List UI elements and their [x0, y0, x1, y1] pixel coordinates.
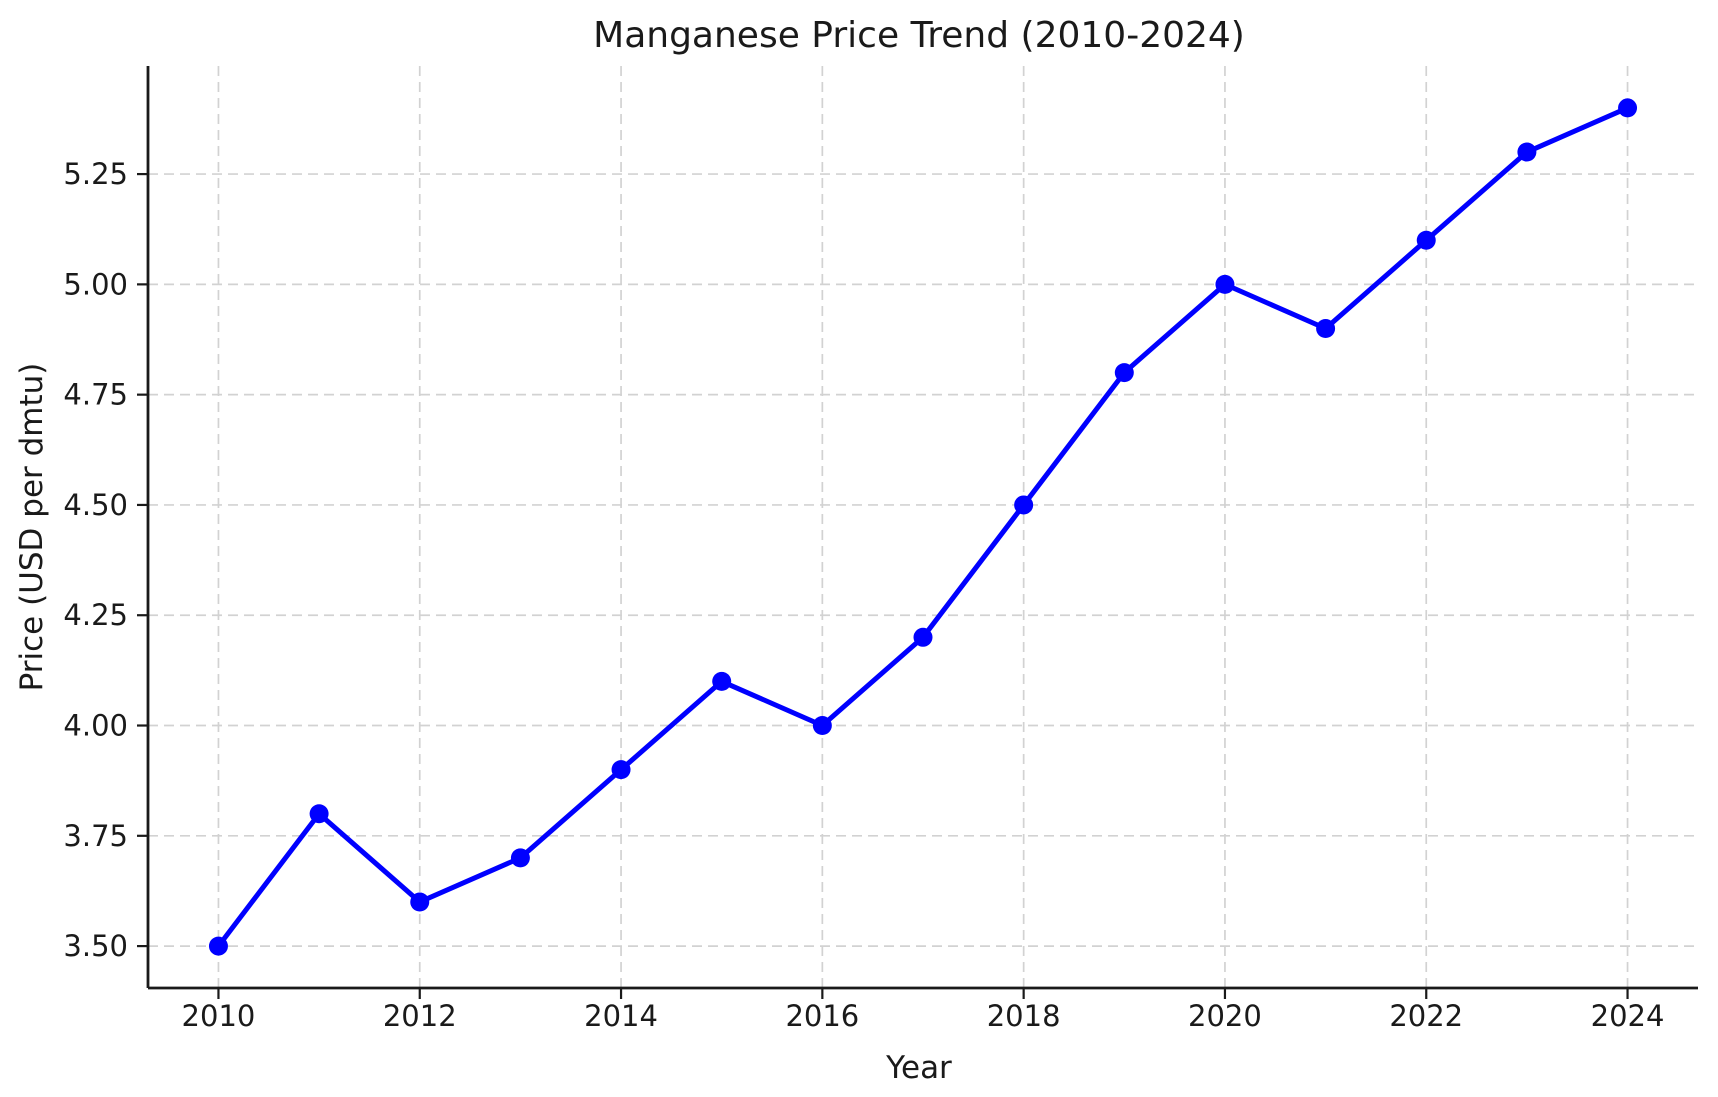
y-tick-label: 4.00	[63, 709, 128, 743]
grid-layer	[148, 66, 1698, 988]
y-tick-label: 3.50	[63, 929, 128, 963]
x-tick-label: 2018	[987, 999, 1061, 1033]
y-tick-label: 4.75	[63, 378, 128, 412]
x-tick-label: 2010	[182, 999, 256, 1033]
data-point-marker	[1316, 318, 1336, 338]
axis-layer: 2010 2012 2014 2016 2018 2020 2022 2024 3.50 3.75…	[63, 66, 1698, 1033]
x-tick-label: 2022	[1389, 999, 1463, 1033]
x-tick-label: 2016	[785, 999, 859, 1033]
y-tick-label: 3.75	[63, 819, 128, 853]
y-tick-label: 4.25	[63, 598, 128, 632]
data-point-marker	[812, 716, 832, 736]
data-point-marker	[410, 892, 430, 912]
x-tick-label: 2014	[584, 999, 658, 1033]
series-layer	[208, 98, 1638, 956]
y-tick-label: 4.50	[63, 488, 128, 522]
data-point-marker	[510, 848, 530, 868]
data-point-marker	[208, 936, 228, 956]
data-point-marker	[1014, 495, 1034, 515]
data-point-marker	[1215, 274, 1235, 294]
data-point-marker	[1618, 98, 1638, 118]
y-tick-label: 5.25	[63, 157, 128, 191]
x-tick-label: 2020	[1188, 999, 1262, 1033]
price-trend-line	[215, 105, 1631, 949]
chart-title: Manganese Price Trend (2010-2024)	[593, 15, 1245, 56]
x-tick-label: 2024	[1591, 999, 1665, 1033]
data-point-marker	[1114, 363, 1134, 383]
data-point-marker	[611, 760, 631, 780]
data-point-marker	[1416, 230, 1436, 250]
x-axis-label: Year	[885, 1050, 952, 1086]
data-point-marker	[1517, 142, 1537, 162]
data-point-marker	[712, 671, 732, 691]
data-point-marker	[309, 804, 329, 824]
x-tick-label: 2012	[383, 999, 457, 1033]
data-point-marker	[913, 627, 933, 647]
y-axis-label: Price (USD per dmtu)	[14, 363, 50, 692]
y-tick-label: 5.00	[63, 267, 128, 301]
